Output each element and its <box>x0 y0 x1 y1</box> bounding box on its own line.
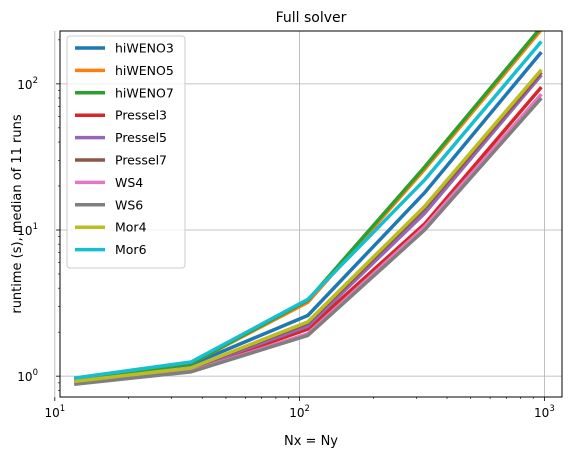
legend-label-mor6: Mor6 <box>115 242 147 257</box>
legend-label-ws4: WS4 <box>115 175 143 190</box>
x-tick-label: 103 <box>534 404 555 420</box>
legend-label-hiweno7: hiWENO7 <box>115 85 174 100</box>
legend-label-hiweno3: hiWENO3 <box>115 41 174 56</box>
legend-label-pressel3: Pressel3 <box>115 108 167 123</box>
x-tick-label: 101 <box>44 404 65 420</box>
chart-title: Full solver <box>276 10 347 26</box>
legend: hiWENO3 hiWENO5 hiWENO7 Pressel3 Pressel5 Pre… <box>66 35 186 269</box>
series-line-mor4 <box>73 68 543 384</box>
legend-label-ws6: WS6 <box>115 197 143 212</box>
y-tick-label: 100 <box>17 368 38 384</box>
legend-label-mor4: Mor4 <box>115 220 147 235</box>
series-lines <box>73 31 543 387</box>
plot-frame <box>59 30 563 398</box>
legend-label-pressel7: Pressel7 <box>115 153 167 168</box>
legend-label-hiweno5: hiWENO5 <box>115 63 174 78</box>
x-axis-ticks: 101 102 103 <box>44 397 555 420</box>
series-line-mor6 <box>73 40 543 380</box>
series-line-ws6 <box>74 96 543 387</box>
y-tick-label: 102 <box>17 76 38 92</box>
y-axis-label: runtime (s), median of 11 runs <box>10 114 25 314</box>
x-tick-label: 102 <box>289 404 310 420</box>
legend-label-pressel5: Pressel5 <box>115 130 167 145</box>
x-axis-label: Nx = Ny <box>284 434 338 449</box>
